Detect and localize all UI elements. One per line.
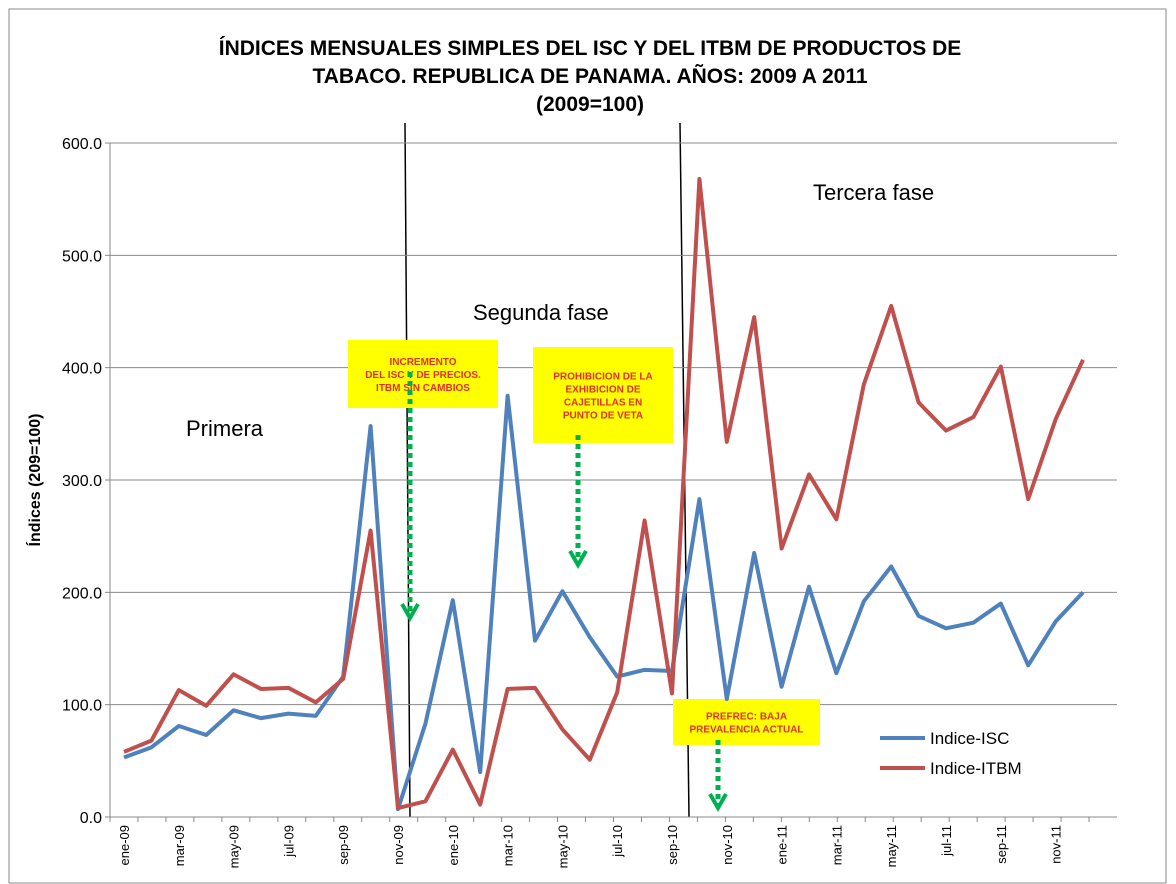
- y-tick-label: 300.0: [62, 473, 102, 490]
- callout-text: INCREMENTO: [389, 357, 456, 368]
- chart-title: ÍNDICES MENSUALES SIMPLES DEL ISC Y DEL …: [219, 37, 962, 60]
- annotation: Primera: [186, 416, 264, 441]
- x-tick-label: ene-10: [446, 825, 461, 865]
- x-tick-label: may-10: [555, 825, 570, 868]
- x-tick-label: jul-11: [939, 825, 954, 857]
- legend-label: Indice-ISC: [930, 729, 1009, 748]
- phase-divider: [404, 122, 411, 818]
- arrow-head: [568, 550, 588, 570]
- callout-box: [348, 340, 498, 408]
- y-tick-label: 100.0: [62, 698, 102, 715]
- callout-text: ITBM SIN CAMBIOS: [376, 383, 470, 394]
- callout-text: PREVALENCIA ACTUAL: [689, 725, 803, 736]
- arrow-head: [400, 603, 420, 623]
- x-tick-label: jul-09: [281, 825, 296, 858]
- x-tick-label: may-09: [227, 825, 242, 868]
- chart-title: TABACO. REPUBLICA DE PANAMA. AÑOS: 2009 …: [312, 65, 867, 88]
- annotation: Segunda fase: [473, 300, 609, 325]
- x-tick-label: mar-09: [172, 825, 187, 866]
- chart-frame: [8, 8, 1167, 884]
- y-axis-label: Índices (209=100): [25, 414, 44, 547]
- y-tick-label: 600.0: [62, 136, 102, 153]
- annotation: Tercera fase: [813, 180, 934, 205]
- series-line: [123, 176, 1085, 811]
- callout-text: DEL ISC Y DE PRECIOS.: [365, 370, 481, 381]
- x-tick-label: jul-10: [610, 825, 625, 858]
- callout-box: [673, 699, 820, 745]
- y-tick-label: 0.0: [80, 810, 102, 827]
- callout-text: PREFREC: BAJA: [706, 712, 787, 723]
- x-tick-label: sep-09: [336, 825, 351, 865]
- callout-text: EXHIBICION DE: [565, 385, 640, 396]
- x-tick-label: mar-11: [829, 825, 844, 865]
- legend-label: Indice-ITBM: [930, 759, 1022, 778]
- y-tick-label: 200.0: [62, 585, 102, 602]
- callout-text: PUNTO DE VETA: [563, 411, 643, 422]
- x-tick-label: mar-10: [501, 825, 516, 866]
- x-tick-label: ene-11: [775, 825, 790, 865]
- x-tick-label: ene-09: [117, 825, 132, 865]
- y-tick-label: 400.0: [62, 361, 102, 378]
- chart-title: (2009=100): [536, 93, 644, 116]
- x-tick-label: nov-10: [720, 825, 735, 865]
- series-line: [123, 393, 1085, 812]
- x-tick-label: nov-11: [1049, 825, 1064, 864]
- x-tick-label: nov-09: [391, 825, 406, 865]
- x-tick-label: may-11: [884, 825, 899, 867]
- y-tick-label: 500.0: [62, 248, 102, 265]
- x-tick-label: sep-11: [994, 825, 1009, 864]
- callout-text: CAJETILLAS EN: [564, 398, 642, 409]
- arrow-head: [708, 793, 728, 813]
- callout-text: PROHIBICION DE LA: [553, 372, 652, 383]
- callout-box: [533, 347, 673, 443]
- x-tick-label: sep-10: [665, 825, 680, 865]
